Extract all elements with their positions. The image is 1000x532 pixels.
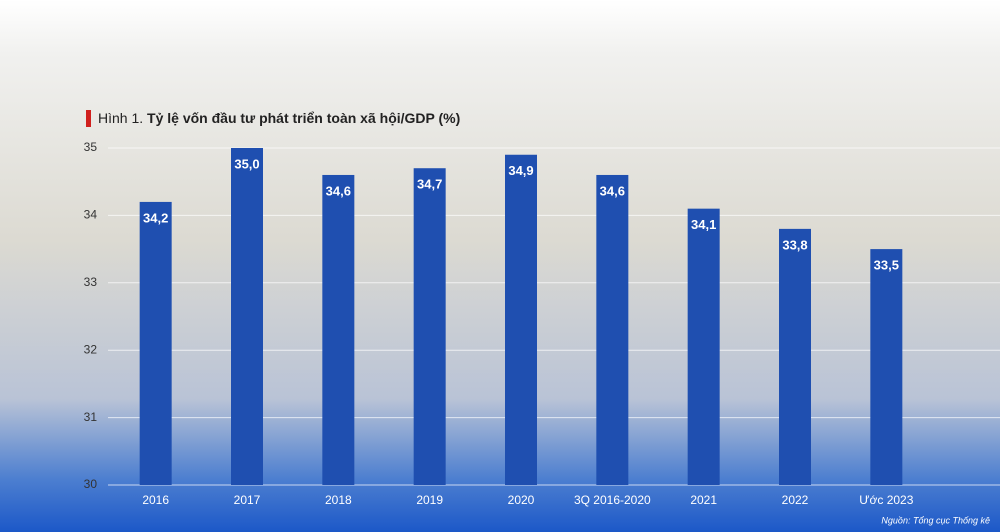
bar — [687, 208, 720, 485]
value-label: 34,7 — [417, 177, 442, 192]
x-tick-label: 2018 — [325, 493, 352, 507]
value-label: 34,6 — [326, 183, 351, 198]
bar — [596, 174, 629, 485]
bar — [139, 201, 172, 486]
x-tick-label: 2022 — [782, 493, 809, 507]
bar — [779, 228, 811, 485]
chart-title: Hình 1. Tỷ lệ vốn đầu tư phát triển toàn… — [98, 110, 460, 126]
value-label: 34,2 — [143, 210, 168, 225]
value-label: 33,5 — [874, 258, 899, 273]
value-label: 33,8 — [782, 237, 807, 252]
source-note: Nguồn: Tổng cục Thống kê — [881, 515, 990, 525]
bar — [505, 154, 537, 486]
x-tick-label: 2016 — [142, 493, 169, 507]
value-label: 34,6 — [600, 183, 625, 198]
bar — [231, 148, 263, 485]
x-tick-label: 2019 — [416, 493, 443, 507]
x-tick-label: 3Q 2016-2020 — [574, 493, 651, 507]
figure-label: Hình 1. — [98, 110, 143, 126]
value-label: 34,9 — [508, 163, 533, 178]
x-tick-label: 2017 — [234, 493, 261, 507]
value-label: 35,0 — [234, 156, 259, 171]
x-tick-label: 2021 — [690, 493, 717, 507]
title-marker — [86, 110, 91, 127]
y-tick-label: 30 — [84, 477, 98, 491]
x-tick-label: 2020 — [508, 493, 535, 507]
bar — [870, 249, 903, 485]
y-tick-label: 33 — [84, 275, 98, 289]
y-tick-label: 34 — [84, 208, 98, 222]
title-text: Tỷ lệ vốn đầu tư phát triển toàn xã hội/… — [147, 110, 460, 126]
x-tick-label: Ước 2023 — [859, 493, 913, 507]
bar — [413, 168, 446, 485]
value-label: 34,1 — [691, 217, 716, 232]
bar — [322, 174, 355, 485]
y-tick-label: 32 — [84, 342, 98, 356]
y-tick-label: 31 — [84, 410, 98, 424]
y-tick-label: 35 — [84, 140, 98, 154]
